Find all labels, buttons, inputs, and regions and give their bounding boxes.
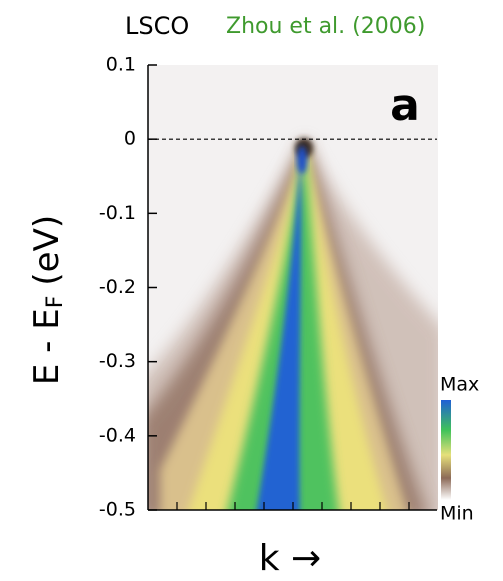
chart-subtitle: Zhou et al. (2006) [226, 14, 425, 39]
x-axis-label: k → [259, 538, 321, 579]
y-tick-label: -0.1 [99, 202, 136, 224]
y-tick-label: -0.3 [99, 350, 136, 372]
colorbar-max-label: Max [440, 374, 479, 396]
y-label-main: E - E [27, 308, 67, 385]
y-label-unit: (eV) [27, 215, 67, 286]
y-tick-label: -0.4 [99, 424, 136, 446]
panel-label: a [390, 80, 420, 131]
x-minor-ticks [176, 502, 410, 510]
y-tick-label: 0.1 [106, 54, 136, 76]
y-tick-label: -0.5 [99, 499, 136, 521]
intensity-map [148, 65, 438, 510]
chart-title: LSCO [125, 12, 189, 40]
y-tick-label: 0 [124, 128, 136, 150]
y-label-subscript: F [43, 296, 68, 309]
colorbar [441, 400, 451, 500]
y-axis-label: E - EF (eV) [27, 215, 69, 385]
y-tick-label: -0.2 [99, 276, 136, 298]
colorbar-min-label: Min [440, 503, 474, 525]
